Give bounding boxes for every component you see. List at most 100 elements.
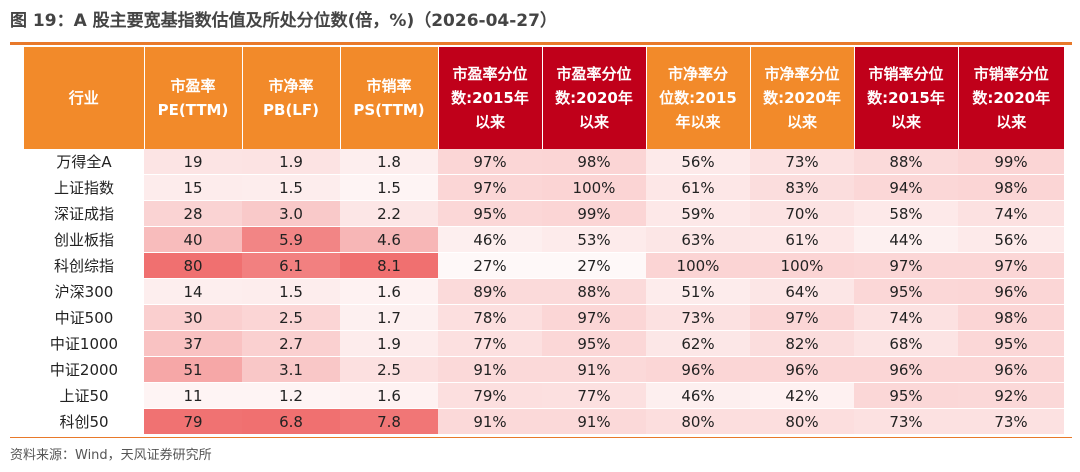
cell-percentile: 92%	[958, 382, 1064, 409]
row-label: 深证成指	[24, 200, 144, 227]
cell-percentile: 95%	[854, 278, 958, 305]
cell-percentile: 96%	[646, 356, 750, 383]
cell-pe: 37	[144, 330, 242, 357]
row-label: 沪深300	[24, 278, 144, 305]
cell-percentile: 97%	[958, 252, 1064, 279]
header-ps_pct_2015: 市销率分位 数:2015年 以来	[853, 47, 958, 149]
cell-pb: 1.9	[242, 149, 340, 175]
cell-percentile: 53%	[542, 226, 646, 253]
header-pb_pct_2015: 市净率分 位数:2015 年以来	[645, 47, 750, 149]
cell-percentile: 91%	[542, 356, 646, 383]
cell-percentile: 95%	[542, 330, 646, 357]
cell-percentile: 98%	[958, 304, 1064, 331]
header-line: 数:2015年	[451, 89, 529, 107]
header-line: 市净率分	[667, 65, 728, 83]
header-pe_pct_2020: 市盈率分位 数:2020年 以来	[541, 47, 646, 149]
cell-percentile: 96%	[958, 278, 1064, 305]
cell-percentile: 83%	[750, 174, 854, 201]
cell-percentile: 46%	[646, 382, 750, 409]
header-ps_pct_2020: 市销率分位数:2020年 以来	[957, 47, 1064, 149]
cell-percentile: 44%	[854, 226, 958, 253]
cell-percentile: 64%	[750, 278, 854, 305]
row-label: 创业板指	[24, 226, 144, 253]
cell-percentile: 56%	[646, 149, 750, 175]
row-label: 中证2000	[24, 356, 144, 383]
header-line: 数:2020年	[555, 89, 633, 107]
cell-percentile: 98%	[542, 149, 646, 175]
cell-percentile: 68%	[854, 330, 958, 357]
table-row: 上证指数 15 1.5 1.5 97% 100% 61% 83% 94% 98%	[24, 174, 1064, 201]
cell-percentile: 99%	[542, 200, 646, 227]
cell-pe: 11	[144, 382, 242, 409]
cell-pe: 15	[144, 174, 242, 201]
title-rule	[10, 42, 1072, 45]
cell-percentile: 61%	[646, 174, 750, 201]
cell-pe: 28	[144, 200, 242, 227]
header-line: 以来	[890, 113, 921, 131]
header-line: PS(TTM)	[353, 101, 425, 119]
header-line: 市销率分位	[973, 65, 1049, 83]
cell-percentile: 98%	[958, 174, 1064, 201]
header-line: 市净率分位	[764, 65, 840, 83]
cell-percentile: 97%	[542, 304, 646, 331]
header-line: PE(TTM)	[157, 101, 229, 119]
cell-percentile: 80%	[646, 408, 750, 435]
cell-percentile: 77%	[542, 382, 646, 409]
cell-percentile: 95%	[958, 330, 1064, 357]
table-row: 深证成指 28 3.0 2.2 95% 99% 59% 70% 58% 74%	[24, 200, 1064, 227]
cell-pe: 80	[144, 252, 242, 279]
cell-pe: 40	[144, 226, 242, 253]
cell-ps: 1.7	[340, 304, 438, 331]
header-line: 市销率分位	[868, 65, 944, 83]
cell-percentile: 27%	[542, 252, 646, 279]
cell-ps: 2.5	[340, 356, 438, 383]
cell-percentile: 97%	[438, 149, 542, 175]
cell-percentile: 74%	[958, 200, 1064, 227]
cell-percentile: 91%	[438, 408, 542, 435]
cell-percentile: 78%	[438, 304, 542, 331]
cell-pb: 2.5	[242, 304, 340, 331]
row-label: 上证50	[24, 382, 144, 409]
table-row: 中证1000 37 2.7 1.9 77% 95% 62% 82% 68% 95%	[24, 330, 1064, 357]
cell-percentile: 80%	[750, 408, 854, 435]
cell-percentile: 51%	[646, 278, 750, 305]
cell-pb: 3.1	[242, 356, 340, 383]
header-line: 以来	[474, 113, 505, 131]
cell-pb: 2.7	[242, 330, 340, 357]
cell-pe: 51	[144, 356, 242, 383]
cell-percentile: 73%	[854, 408, 958, 435]
valuation-table: 行业 市盈率 PE(TTM) 市净率 PB(LF) 市销率 PS(TTM) 市盈率分位 数:20…	[24, 47, 1064, 435]
header-industry: 行业	[24, 47, 144, 149]
cell-percentile: 73%	[958, 408, 1064, 435]
cell-percentile: 96%	[854, 356, 958, 383]
table-row: 中证500 30 2.5 1.7 78% 97% 73% 97% 74% 98%	[24, 304, 1064, 331]
table-body: 万得全A 19 1.9 1.8 97% 98% 56% 73% 88% 99% 上证指数 15 1.5 1…	[24, 149, 1064, 435]
cell-percentile: 73%	[750, 149, 854, 175]
header-line: 数:2020年	[972, 89, 1051, 107]
table-row: 创业板指 40 5.9 4.6 46% 53% 63% 61% 44% 56%	[24, 226, 1064, 253]
cell-percentile: 27%	[438, 252, 542, 279]
header-pe_pct_2015: 市盈率分位 数:2015年 以来	[437, 47, 542, 149]
header-line: PB(LF)	[263, 101, 319, 119]
cell-pb: 6.1	[242, 252, 340, 279]
header-pb: 市净率 PB(LF)	[241, 47, 340, 149]
cell-percentile: 79%	[438, 382, 542, 409]
cell-percentile: 73%	[646, 304, 750, 331]
header-line: 市净率	[268, 77, 314, 95]
cell-pb: 3.0	[242, 200, 340, 227]
cell-ps: 1.8	[340, 149, 438, 175]
header-line: 以来	[996, 113, 1027, 131]
cell-pe: 30	[144, 304, 242, 331]
row-label: 中证1000	[24, 330, 144, 357]
cell-percentile: 95%	[438, 200, 542, 227]
cell-percentile: 100%	[750, 252, 854, 279]
row-label: 科创综指	[24, 252, 144, 279]
header-line: 数:2020年	[763, 89, 841, 107]
row-label: 中证500	[24, 304, 144, 331]
cell-pb: 5.9	[242, 226, 340, 253]
cell-ps: 7.8	[340, 408, 438, 435]
source-note: 资料来源：Wind，天风证券研究所	[10, 448, 212, 463]
cell-percentile: 56%	[958, 226, 1064, 253]
cell-ps: 1.5	[340, 174, 438, 201]
header-line: 以来	[578, 113, 609, 131]
